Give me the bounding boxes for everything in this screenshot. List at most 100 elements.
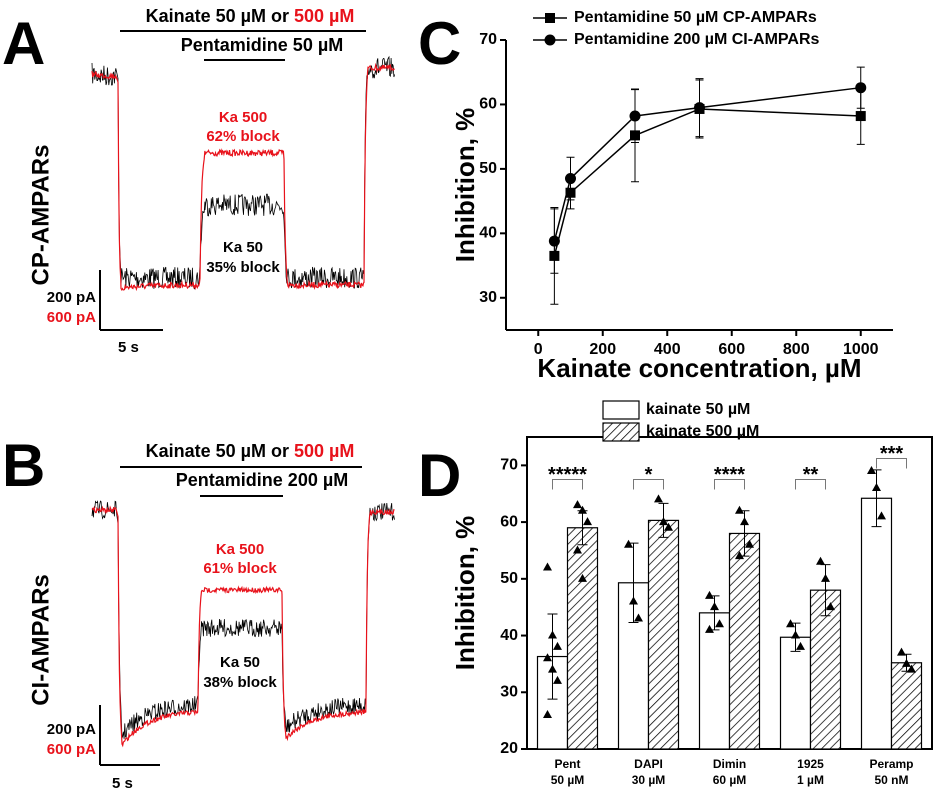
panel-letter: C bbox=[418, 10, 461, 77]
bar bbox=[890, 662, 923, 750]
y-tick-label: 40 bbox=[479, 225, 497, 242]
data-point bbox=[659, 517, 668, 526]
row-label: CP-AMPARs bbox=[27, 145, 54, 286]
data-point bbox=[548, 664, 557, 673]
y-tick-label: 20 bbox=[500, 740, 518, 757]
panel-letter: D bbox=[418, 442, 461, 509]
data-point bbox=[543, 653, 552, 662]
significance-label: ** bbox=[803, 464, 819, 486]
y-tick-label: 50 bbox=[479, 160, 497, 177]
red-label: Ka 500 bbox=[216, 541, 264, 558]
marker bbox=[855, 111, 866, 122]
data-point bbox=[735, 551, 744, 560]
kainate-high: 500 µM bbox=[294, 441, 354, 461]
data-point bbox=[705, 590, 714, 599]
data-point bbox=[664, 522, 673, 531]
data-point bbox=[543, 562, 552, 571]
data-point bbox=[715, 619, 724, 628]
x-tick-label: Peramp bbox=[869, 757, 913, 771]
pent-label: Pentamidine 50 µM bbox=[181, 35, 343, 55]
row-label: CI-AMPARs bbox=[27, 574, 54, 706]
significance-bracket bbox=[714, 479, 745, 490]
pent-label: Pentamidine 200 µM bbox=[176, 470, 348, 490]
red-label: 62% block bbox=[206, 128, 280, 145]
x-tick-label: DAPI bbox=[634, 757, 663, 771]
scale-label: 600 pA bbox=[47, 309, 96, 326]
data-point bbox=[578, 573, 587, 582]
significance-bracket bbox=[633, 479, 664, 490]
data-point bbox=[553, 675, 562, 684]
black-label: Ka 50 bbox=[223, 239, 263, 256]
x-tick-sublabel: 60 µM bbox=[713, 773, 747, 787]
data-point bbox=[624, 539, 633, 548]
x-tick-label: 1000 bbox=[843, 341, 879, 358]
black-label: Ka 50 bbox=[220, 654, 260, 671]
legend-label: kainate 50 µM bbox=[646, 401, 750, 418]
data-point bbox=[578, 505, 587, 514]
x-tick-label: 400 bbox=[654, 341, 681, 358]
data-point bbox=[897, 647, 906, 656]
data-point bbox=[872, 483, 881, 492]
red-label: Ka 500 bbox=[219, 109, 267, 126]
scale-label: 5 s bbox=[118, 339, 139, 356]
bar bbox=[809, 589, 842, 750]
data-point bbox=[791, 630, 800, 639]
y-tick-label: 60 bbox=[479, 96, 497, 113]
y-axis-label: Inhibition, % bbox=[450, 516, 480, 671]
data-point bbox=[867, 466, 876, 475]
error-bar bbox=[547, 613, 558, 700]
data-point bbox=[735, 505, 744, 514]
legend-marker bbox=[544, 34, 556, 46]
series-line bbox=[553, 86, 861, 242]
scale-label: 200 pA bbox=[47, 721, 96, 738]
marker bbox=[565, 173, 576, 185]
kainate-high: 500 µM bbox=[294, 6, 354, 26]
legend-marker bbox=[545, 13, 555, 23]
data-point bbox=[745, 539, 754, 548]
data-point bbox=[548, 630, 557, 639]
x-tick-label: 800 bbox=[783, 341, 810, 358]
data-point bbox=[634, 613, 643, 622]
bar bbox=[728, 532, 761, 750]
x-tick-label: Pent bbox=[554, 757, 580, 771]
legend-swatch bbox=[602, 400, 640, 420]
y-tick-label: 30 bbox=[500, 683, 518, 700]
data-point bbox=[877, 511, 886, 520]
marker bbox=[855, 82, 867, 94]
significance-label: * bbox=[645, 464, 653, 486]
marker bbox=[629, 110, 641, 122]
data-point bbox=[821, 573, 830, 582]
black-label: 38% block bbox=[203, 674, 277, 691]
y-tick-label: 50 bbox=[500, 570, 518, 587]
data-point bbox=[907, 664, 916, 673]
significance-label: **** bbox=[714, 464, 745, 486]
data-point bbox=[902, 658, 911, 667]
series-line bbox=[553, 108, 861, 257]
x-tick-label: Dimin bbox=[713, 757, 746, 771]
data-point bbox=[796, 641, 805, 650]
x-tick-sublabel: 30 µM bbox=[632, 773, 666, 787]
current-trace bbox=[91, 62, 395, 292]
panel-a: A CP-AMPARs Kainate 50 µM or 500 µM Pent… bbox=[2, 6, 395, 356]
significance-bracket bbox=[552, 479, 583, 490]
significance-bracket bbox=[795, 479, 826, 490]
x-tick-label: 0 bbox=[534, 341, 543, 358]
data-point bbox=[583, 517, 592, 526]
panel-b: B CI-AMPARs Kainate 50 µM or 500 µM Pent… bbox=[2, 432, 395, 792]
data-point bbox=[543, 709, 552, 718]
kainate-text: Kainate 50 µM or bbox=[146, 441, 294, 461]
x-axis-label: Kainate concentration, µM bbox=[537, 353, 861, 383]
panel-letter: A bbox=[2, 10, 45, 77]
scale-label: 200 pA bbox=[47, 289, 96, 306]
y-tick-label: 30 bbox=[479, 289, 497, 306]
data-point bbox=[629, 596, 638, 605]
bar bbox=[647, 519, 680, 750]
significance-bracket bbox=[876, 458, 907, 469]
bar bbox=[698, 612, 731, 750]
x-tick-sublabel: 50 µM bbox=[551, 773, 585, 787]
legend-label: Pentamidine 200 µM CI-AMPARs bbox=[574, 31, 820, 48]
red-label: 61% block bbox=[203, 560, 277, 577]
scale-label: 5 s bbox=[112, 775, 133, 792]
scale-label: 600 pA bbox=[47, 741, 96, 758]
data-point bbox=[816, 556, 825, 565]
